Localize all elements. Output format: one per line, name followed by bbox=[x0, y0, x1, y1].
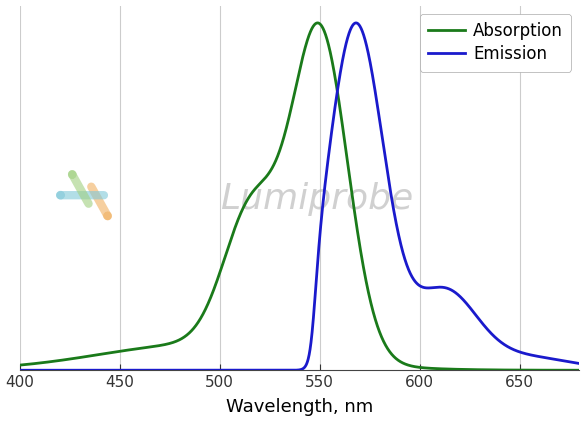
Absorption bbox=[505, 368, 512, 373]
Emission bbox=[113, 368, 121, 373]
Line: Emission: Emission bbox=[20, 23, 580, 370]
Line: Absorption: Absorption bbox=[20, 23, 580, 370]
Legend: Absorption, Emission: Absorption, Emission bbox=[419, 14, 571, 72]
Absorption bbox=[314, 20, 321, 25]
Absorption bbox=[576, 368, 583, 373]
Absorption bbox=[255, 182, 262, 187]
Emission bbox=[565, 359, 572, 364]
Absorption bbox=[113, 349, 121, 354]
Emission bbox=[505, 344, 512, 349]
Emission bbox=[352, 20, 359, 25]
Emission bbox=[576, 361, 583, 366]
Absorption bbox=[565, 368, 572, 373]
Absorption bbox=[80, 354, 87, 360]
Emission bbox=[231, 368, 238, 373]
Emission bbox=[80, 368, 87, 373]
Emission bbox=[16, 368, 23, 373]
Absorption bbox=[231, 227, 238, 232]
Absorption bbox=[16, 362, 23, 368]
X-axis label: Wavelength, nm: Wavelength, nm bbox=[226, 398, 373, 417]
Emission bbox=[255, 368, 262, 373]
Text: Lumiprobe: Lumiprobe bbox=[220, 182, 413, 216]
